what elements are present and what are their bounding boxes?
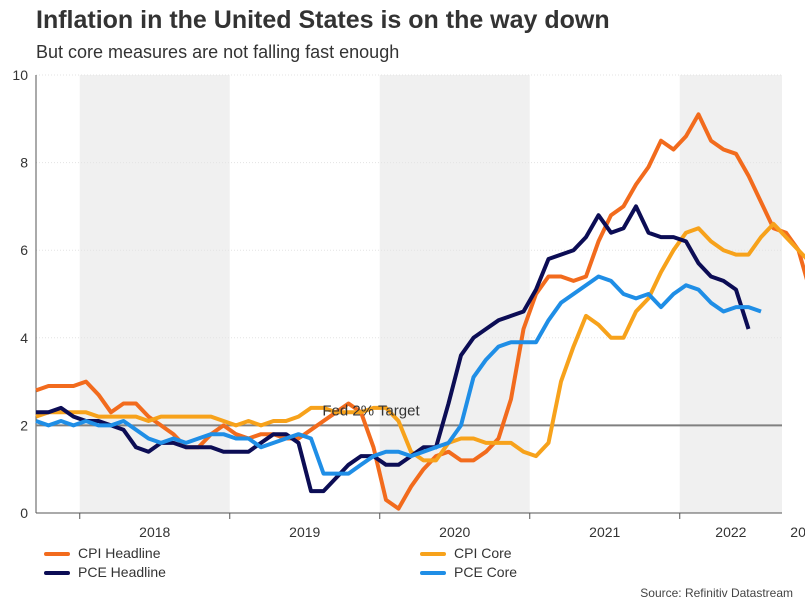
legend-label-pce-headline: PCE Headline [78,564,166,580]
x-tick-label: 2021 [589,524,620,540]
x-tick-label: 2018 [139,524,170,540]
y-tick-label: 8 [20,155,28,171]
legend-label-pce-core: PCE Core [454,564,518,580]
y-tick-label: 6 [20,242,28,258]
y-tick-label: 0 [20,505,28,521]
shaded-year-2020 [379,75,530,513]
series-line-pce-core [35,274,762,476]
chart-title: Inflation in the United States is on the… [36,6,610,34]
y-tick-label: 10 [12,67,28,83]
x-tick-label: 2023 [790,524,805,540]
legend-pce-core: PCE Core [420,564,517,580]
legend-swatch-pce-core [420,571,446,576]
y-tick-label: 4 [20,330,28,346]
legend-swatch-pce-headline [44,571,70,576]
series-line-cpi-headline [35,112,805,511]
x-tick-label: 2022 [715,524,746,540]
legend-cpi-core: CPI Core [420,545,512,561]
source-note: Source: Refinitiv Datastream [640,586,793,600]
fed-target-label: Fed 2% Target [322,402,420,419]
chart-subtitle: But core measures are not falling fast e… [36,42,400,62]
legend-swatch-cpi-headline [44,552,70,557]
legend-label-cpi-core: CPI Core [454,545,512,561]
shaded-year-2022 [679,75,782,513]
legend-label-cpi-headline: CPI Headline [78,545,161,561]
legend-swatch-cpi-core [420,552,446,557]
x-tick-label: 2019 [289,524,320,540]
legend-pce-headline: PCE Headline [44,564,166,580]
y-tick-label: 2 [20,417,28,433]
legend-cpi-headline: CPI Headline [44,545,161,561]
series-line-pce-headline [36,204,751,494]
x-tick-label: 2020 [439,524,470,540]
